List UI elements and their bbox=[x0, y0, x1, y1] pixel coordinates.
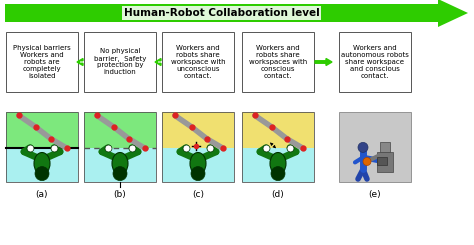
Ellipse shape bbox=[34, 153, 50, 174]
Text: Physical barriers
Workers and
robots are
completely
isolated: Physical barriers Workers and robots are… bbox=[13, 45, 71, 79]
FancyArrow shape bbox=[315, 59, 332, 65]
Text: Workers and
robots share
workspaces with
conscious
contact.: Workers and robots share workspaces with… bbox=[249, 45, 307, 79]
Bar bbox=[242, 112, 314, 148]
Bar bbox=[162, 148, 234, 182]
Bar bbox=[162, 112, 234, 182]
Bar bbox=[6, 112, 78, 182]
FancyBboxPatch shape bbox=[84, 32, 156, 92]
Circle shape bbox=[271, 167, 285, 181]
Bar bbox=[84, 112, 156, 182]
Text: (c): (c) bbox=[192, 190, 204, 199]
Text: Human-Robot Collaboration level: Human-Robot Collaboration level bbox=[124, 8, 319, 18]
Bar bbox=[377, 157, 387, 165]
FancyBboxPatch shape bbox=[6, 32, 78, 92]
Text: (b): (b) bbox=[114, 190, 127, 199]
Bar bbox=[84, 148, 156, 182]
FancyArrow shape bbox=[155, 59, 161, 65]
FancyBboxPatch shape bbox=[242, 32, 314, 92]
Text: No physical
barrier,  Safety
protection by
induction: No physical barrier, Safety protection b… bbox=[94, 49, 146, 75]
Ellipse shape bbox=[112, 153, 128, 174]
FancyBboxPatch shape bbox=[339, 32, 411, 92]
Bar bbox=[242, 148, 314, 182]
Bar bbox=[5, 4, 438, 22]
Circle shape bbox=[191, 167, 205, 181]
Bar bbox=[162, 112, 234, 148]
Bar bbox=[380, 142, 390, 151]
Text: Workers and
autonomous robots
share workspace
and conscious
contact.: Workers and autonomous robots share work… bbox=[341, 45, 409, 79]
Bar bbox=[84, 112, 156, 148]
Circle shape bbox=[363, 158, 371, 166]
FancyBboxPatch shape bbox=[162, 32, 234, 92]
Bar bbox=[339, 112, 411, 182]
Circle shape bbox=[35, 167, 49, 181]
Bar bbox=[242, 112, 314, 182]
Ellipse shape bbox=[270, 153, 286, 174]
Text: (a): (a) bbox=[36, 190, 48, 199]
Bar bbox=[377, 151, 393, 172]
Bar bbox=[6, 112, 78, 148]
Text: (d): (d) bbox=[272, 190, 284, 199]
Polygon shape bbox=[438, 0, 468, 27]
Circle shape bbox=[113, 167, 127, 181]
FancyArrow shape bbox=[77, 59, 83, 65]
Ellipse shape bbox=[190, 153, 206, 174]
Text: (e): (e) bbox=[369, 190, 381, 199]
Bar bbox=[6, 148, 78, 182]
Text: Workers and
robots share
workspace with
unconscious
contact.: Workers and robots share workspace with … bbox=[171, 45, 225, 79]
Circle shape bbox=[358, 142, 368, 152]
